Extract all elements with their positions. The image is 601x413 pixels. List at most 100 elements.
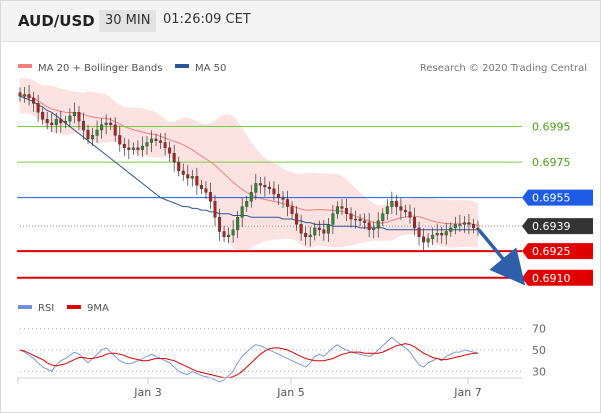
support-tag	[522, 243, 593, 260]
ma50-path	[19, 95, 478, 231]
candle-body	[63, 120, 67, 124]
ma50-swatch	[175, 64, 189, 68]
candle-body	[295, 213, 299, 225]
candle-body	[263, 185, 267, 188]
ma9-swatch	[67, 305, 81, 309]
rsi-level-label: 30	[532, 365, 546, 378]
candle-body	[145, 142, 149, 147]
ma20-line	[19, 94, 479, 226]
bollinger-bands	[19, 77, 479, 251]
ma9-line	[19, 343, 478, 379]
chart-header: AUD/USD 30 MIN 01:26:09 CET	[1, 1, 600, 42]
candle-body	[159, 140, 163, 143]
ma50-legend-label: MA 50	[195, 63, 226, 74]
candle-body	[50, 122, 54, 125]
candle-body	[231, 229, 235, 236]
candle-body	[122, 144, 126, 149]
resistance-label: 0.6995	[532, 120, 571, 133]
candle-body	[354, 218, 358, 221]
candle-body	[45, 119, 49, 124]
candle-body	[140, 145, 144, 150]
candle-body	[54, 119, 58, 125]
bollinger-swatch	[18, 64, 32, 68]
bollinger-band-area	[20, 77, 478, 251]
candle-body	[471, 224, 475, 229]
candle-body	[100, 124, 104, 131]
candle-body	[381, 213, 385, 222]
rsi-legend-label: RSI	[38, 303, 54, 314]
candle-body	[245, 201, 249, 207]
timeframe-button[interactable]: 30 MIN	[99, 10, 157, 32]
candle-body	[326, 224, 330, 234]
candle-body	[449, 227, 453, 232]
candle-body	[331, 213, 335, 225]
candle-body	[335, 206, 339, 214]
candle-body	[41, 112, 45, 120]
candle-body	[363, 220, 367, 223]
candle-body	[467, 222, 471, 225]
rsi-line	[19, 336, 479, 383]
support-label: 0.6925	[532, 245, 571, 258]
candle-body	[181, 170, 185, 175]
candle-body	[444, 231, 448, 236]
rsi-level-label: 70	[532, 323, 546, 336]
candle-body	[218, 217, 222, 232]
candle-body	[258, 183, 262, 186]
candle-body	[249, 192, 253, 202]
candle-body	[458, 224, 462, 226]
candle-body	[131, 147, 135, 150]
candle-body	[186, 174, 190, 179]
candle-body	[290, 206, 294, 214]
candle-body	[81, 120, 85, 131]
candle-body	[95, 129, 99, 136]
candle-body	[36, 103, 40, 113]
candle-body	[204, 188, 208, 193]
candle-body	[399, 206, 403, 211]
candle-body	[149, 138, 153, 143]
candle-body	[408, 211, 412, 218]
candle-body	[272, 188, 276, 195]
pivot-label: 0.6955	[532, 192, 571, 205]
candle-body	[340, 206, 344, 209]
rsi-legend: RSI 9MA	[18, 303, 109, 314]
candle-body	[322, 229, 326, 234]
candle-body	[413, 217, 417, 229]
candle-body	[349, 213, 353, 220]
candle-body	[313, 227, 317, 236]
candle-body	[91, 135, 95, 140]
x-tick-label: Jan 5	[276, 386, 304, 399]
candle-body	[435, 233, 439, 236]
price-legend: MA 20 + Bollinger Bands MA 50 Research ©…	[18, 63, 587, 74]
support-tag	[522, 269, 593, 286]
candle-body	[77, 112, 81, 122]
candle-body	[240, 206, 244, 218]
candle-body	[109, 122, 113, 125]
support-label: 0.6910	[532, 272, 571, 285]
candle-body	[304, 233, 308, 238]
candle-body	[190, 176, 194, 179]
candle-body	[136, 147, 140, 150]
candle-body	[222, 231, 226, 238]
candle-body	[394, 201, 398, 207]
candle-body	[113, 124, 117, 136]
candle-body	[172, 152, 176, 163]
candle-body	[431, 234, 435, 239]
candle-body	[372, 227, 376, 230]
ma50-line	[19, 95, 478, 231]
clock-label: 01:26:09 CET	[163, 12, 251, 27]
candle-body	[440, 233, 444, 236]
candle-body	[118, 135, 122, 145]
x-axis: Jan 3 Jan 5 Jan 7	[17, 378, 482, 399]
candle-body	[72, 112, 76, 117]
last-price-tag	[522, 218, 593, 235]
candle-body	[308, 234, 312, 238]
candle-body	[390, 201, 394, 207]
pivot-tag	[522, 189, 593, 206]
candle-body	[267, 186, 271, 189]
candle-body	[367, 222, 371, 230]
symbol-label: AUD/USD	[18, 12, 95, 30]
research-credit: Research © 2020 Trading Central	[420, 63, 587, 74]
candle-body	[227, 234, 231, 238]
candle-body	[59, 119, 63, 124]
candle-body	[104, 122, 108, 125]
